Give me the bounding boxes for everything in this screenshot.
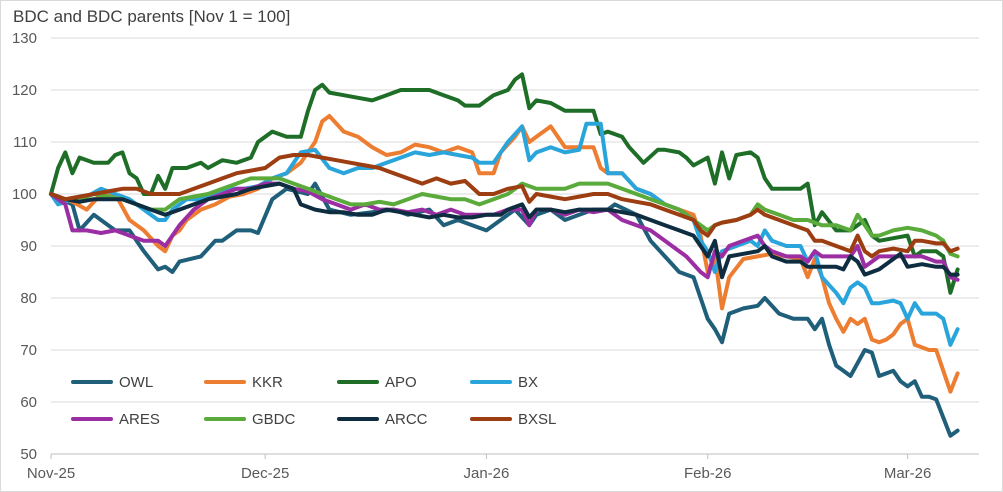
x-tick-label: Jan-26 — [464, 465, 510, 482]
legend-label: OWL — [119, 374, 153, 391]
legend: OWL KKR APO BX ARES GBDC ARCC BXSL — [71, 374, 556, 428]
legend-label: BXSL — [518, 411, 556, 428]
legend-label: APO — [385, 374, 417, 391]
x-axis: Nov-25 Dec-25 Jan-26 Feb-26 Mar-26 — [27, 453, 979, 482]
legend-label: ARCC — [385, 411, 428, 428]
legend-label: BX — [518, 374, 538, 391]
y-tick-label: 110 — [13, 134, 37, 151]
y-tick-label: 130 — [12, 30, 37, 47]
legend-item-arcc: ARCC — [337, 411, 428, 428]
legend-item-gbdc: GBDC — [204, 411, 296, 428]
series-line-bx — [49, 121, 960, 347]
y-tick-label: 100 — [12, 186, 37, 203]
y-tick-label: 50 — [20, 446, 37, 463]
series-line-arcc — [49, 181, 960, 280]
legend-item-kkr: KKR — [204, 374, 283, 391]
legend-item-bx: BX — [470, 374, 538, 391]
legend-label: GBDC — [252, 411, 296, 428]
legend-item-ares: ARES — [71, 411, 160, 428]
series-line-owl — [49, 181, 960, 438]
x-tick-label: Feb-26 — [684, 465, 732, 482]
y-tick-label: 80 — [20, 290, 37, 307]
y-tick-label: 120 — [12, 82, 37, 99]
x-tick-label: Mar-26 — [884, 465, 932, 482]
y-tick-label: 60 — [20, 394, 37, 411]
series-line-gbdc — [49, 176, 960, 259]
y-axis: 50 60 70 80 90 100 110 120 130 — [12, 30, 37, 463]
x-tick-label: Nov-25 — [27, 465, 75, 482]
legend-label: ARES — [119, 411, 160, 428]
series-line-apo — [49, 72, 960, 295]
series-line-kkr — [49, 114, 960, 394]
chart-title: BDC and BDC parents [Nov 1 = 100] — [13, 7, 291, 26]
y-tick-label: 90 — [20, 238, 37, 255]
series-lines — [49, 72, 960, 438]
y-tick-label: 70 — [20, 342, 37, 359]
legend-item-bxsl: BXSL — [470, 411, 556, 428]
series-line-bxsl — [49, 153, 960, 259]
x-tick-label: Dec-25 — [241, 465, 289, 482]
legend-item-apo: APO — [337, 374, 417, 391]
legend-item-owl: OWL — [71, 374, 153, 391]
legend-label: KKR — [252, 374, 283, 391]
